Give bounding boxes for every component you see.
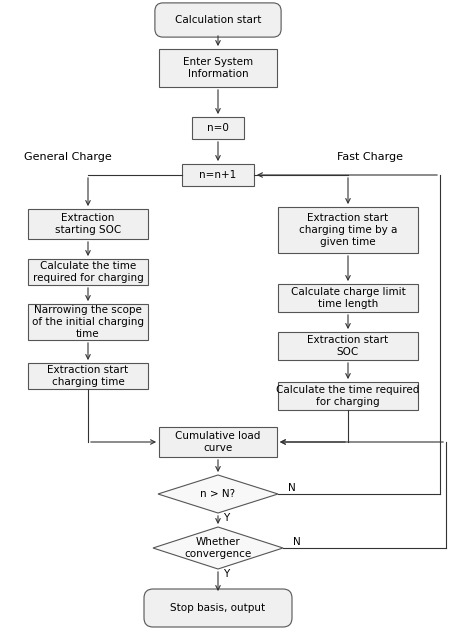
Text: General Charge: General Charge (24, 152, 112, 162)
Bar (28, 209, 148, 239)
Polygon shape (157, 475, 277, 513)
Text: Calculation start: Calculation start (174, 15, 261, 25)
Bar (28, 363, 148, 389)
Text: Cumulative load
curve: Cumulative load curve (175, 431, 260, 453)
Text: Extraction
starting SOC: Extraction starting SOC (55, 213, 121, 235)
Text: Fast Charge: Fast Charge (336, 152, 402, 162)
Text: N: N (287, 483, 295, 493)
Text: Extraction start
charging time: Extraction start charging time (47, 365, 128, 387)
FancyBboxPatch shape (144, 589, 291, 627)
Text: N: N (292, 537, 300, 547)
Bar (28, 259, 148, 285)
Text: Whether
convergence: Whether convergence (184, 537, 251, 559)
Bar (277, 207, 417, 253)
Text: Y: Y (223, 513, 229, 523)
Bar (277, 284, 417, 312)
Text: n=0: n=0 (207, 123, 229, 133)
Bar (159, 49, 276, 87)
Bar (28, 304, 148, 340)
Text: Calculate charge limit
time length: Calculate charge limit time length (290, 287, 404, 309)
Text: n=n+1: n=n+1 (199, 170, 236, 180)
Bar (191, 117, 243, 139)
Text: n > N?: n > N? (200, 489, 235, 499)
Bar (182, 164, 253, 186)
Text: Stop basis, output: Stop basis, output (170, 603, 265, 613)
Text: Calculate the time required
for charging: Calculate the time required for charging (276, 385, 419, 407)
FancyBboxPatch shape (155, 3, 280, 37)
Text: Extraction start
charging time by a
given time: Extraction start charging time by a give… (298, 213, 396, 247)
Bar (277, 332, 417, 360)
Text: Narrowing the scope
of the initial charging
time: Narrowing the scope of the initial charg… (32, 306, 144, 339)
Polygon shape (153, 527, 282, 569)
Text: Calculate the time
required for charging: Calculate the time required for charging (33, 261, 143, 283)
Text: Y: Y (223, 569, 229, 579)
Text: Extraction start
SOC: Extraction start SOC (307, 335, 388, 357)
Text: Enter System
Information: Enter System Information (183, 57, 252, 79)
Bar (159, 427, 276, 457)
Bar (277, 382, 417, 410)
